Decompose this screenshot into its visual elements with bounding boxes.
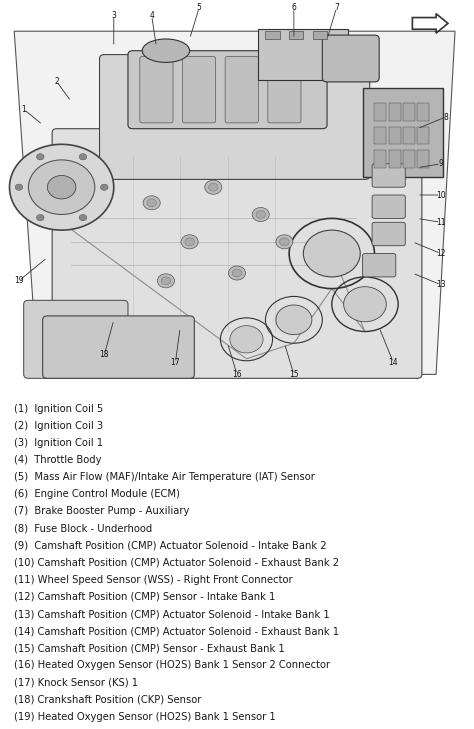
Bar [403,127,415,144]
Circle shape [256,211,265,219]
Text: 10: 10 [436,190,446,200]
FancyBboxPatch shape [43,316,194,378]
Text: (10) Camshaft Position (CMP) Actuator Solenoid - Exhaust Bank 2: (10) Camshaft Position (CMP) Actuator So… [14,558,339,568]
Bar [289,31,303,39]
Bar [374,150,386,168]
Bar [389,150,401,168]
Text: 9: 9 [438,160,443,168]
FancyBboxPatch shape [52,129,422,378]
Circle shape [9,144,114,230]
Text: 8: 8 [443,112,448,122]
Text: (19) Heated Oxygen Sensor (HO2S) Bank 1 Sensor 1: (19) Heated Oxygen Sensor (HO2S) Bank 1 … [14,712,276,722]
Text: 15: 15 [289,370,299,379]
FancyBboxPatch shape [372,195,405,219]
Text: (6)  Engine Control Module (ECM): (6) Engine Control Module (ECM) [14,489,180,499]
Circle shape [181,235,198,249]
Bar [374,104,386,121]
Circle shape [303,230,360,277]
Circle shape [252,208,269,222]
Circle shape [232,269,242,277]
Text: (9)  Camshaft Position (CMP) Actuator Solenoid - Intake Bank 2: (9) Camshaft Position (CMP) Actuator Sol… [14,541,327,550]
FancyBboxPatch shape [128,51,327,129]
Text: 19: 19 [14,276,24,285]
Text: 12: 12 [436,249,446,258]
Circle shape [143,196,160,210]
Ellipse shape [142,39,190,63]
Bar [374,127,386,144]
Text: 2: 2 [55,77,59,87]
FancyBboxPatch shape [100,55,370,179]
FancyBboxPatch shape [182,57,216,123]
Polygon shape [14,31,455,375]
Circle shape [276,235,293,249]
Circle shape [276,305,312,335]
Circle shape [79,214,87,221]
Bar [417,104,429,121]
Circle shape [15,184,23,190]
Bar [417,150,429,168]
Text: 7: 7 [334,4,339,12]
Bar [403,104,415,121]
Text: (15) Camshaft Position (CMP) Sensor - Exhaust Bank 1: (15) Camshaft Position (CMP) Sensor - Ex… [14,644,285,653]
Text: (16) Heated Oxygen Sensor (HO2S) Bank 1 Sensor 2 Connector: (16) Heated Oxygen Sensor (HO2S) Bank 1 … [14,660,330,671]
Text: 5: 5 [197,4,201,12]
Text: (7)  Brake Booster Pump - Auxiliary: (7) Brake Booster Pump - Auxiliary [14,507,190,516]
Text: (1)  Ignition Coil 5: (1) Ignition Coil 5 [14,404,103,413]
Circle shape [185,238,194,246]
Bar [389,127,401,144]
Text: (18) Crankshaft Position (CKP) Sensor: (18) Crankshaft Position (CKP) Sensor [14,695,201,705]
Text: 18: 18 [100,351,109,359]
Text: (12) Camshaft Position (CMP) Sensor - Intake Bank 1: (12) Camshaft Position (CMP) Sensor - In… [14,592,275,602]
Text: (17) Knock Sensor (KS) 1: (17) Knock Sensor (KS) 1 [14,678,138,687]
Circle shape [280,238,289,246]
FancyBboxPatch shape [363,87,443,177]
Circle shape [36,214,44,221]
FancyBboxPatch shape [225,57,258,123]
Text: (13) Camshaft Position (CMP) Actuator Solenoid - Intake Bank 1: (13) Camshaft Position (CMP) Actuator So… [14,609,330,619]
Text: 17: 17 [171,358,180,367]
FancyBboxPatch shape [24,300,128,378]
FancyBboxPatch shape [258,29,348,80]
Text: (5)  Mass Air Flow (MAF)/Intake Air Temperature (IAT) Sensor: (5) Mass Air Flow (MAF)/Intake Air Tempe… [14,472,315,482]
Text: 3: 3 [111,11,116,20]
Bar [313,31,327,39]
FancyBboxPatch shape [372,164,405,187]
Text: (11) Wheel Speed Sensor (WSS) - Right Front Connector: (11) Wheel Speed Sensor (WSS) - Right Fr… [14,575,293,585]
FancyBboxPatch shape [140,57,173,123]
Circle shape [205,180,222,194]
Circle shape [28,160,95,214]
Circle shape [157,274,174,288]
Circle shape [228,266,246,280]
Circle shape [100,184,108,190]
Circle shape [79,154,87,160]
Text: 13: 13 [436,280,446,289]
Text: 11: 11 [436,218,446,227]
Bar [403,150,415,168]
Circle shape [230,326,263,353]
FancyBboxPatch shape [268,57,301,123]
Text: (4)  Throttle Body: (4) Throttle Body [14,455,102,465]
Circle shape [147,199,156,207]
FancyBboxPatch shape [322,35,379,82]
Text: (3)  Ignition Coil 1: (3) Ignition Coil 1 [14,438,103,448]
Bar [417,127,429,144]
Text: 16: 16 [232,370,242,379]
FancyBboxPatch shape [363,254,396,277]
Bar [265,31,280,39]
Text: (2)  Ignition Coil 3: (2) Ignition Coil 3 [14,421,103,431]
Text: (8)  Fuse Block - Underhood: (8) Fuse Block - Underhood [14,523,153,534]
Circle shape [161,277,171,285]
Text: (14) Camshaft Position (CMP) Actuator Solenoid - Exhaust Bank 1: (14) Camshaft Position (CMP) Actuator So… [14,626,339,636]
Text: 14: 14 [389,358,398,367]
Text: 6: 6 [292,4,296,12]
Text: 4: 4 [149,11,154,20]
Circle shape [47,176,76,199]
Bar [389,104,401,121]
Circle shape [209,183,218,191]
Circle shape [344,286,386,321]
FancyBboxPatch shape [372,222,405,246]
Text: 1: 1 [21,105,26,114]
Circle shape [36,154,44,160]
